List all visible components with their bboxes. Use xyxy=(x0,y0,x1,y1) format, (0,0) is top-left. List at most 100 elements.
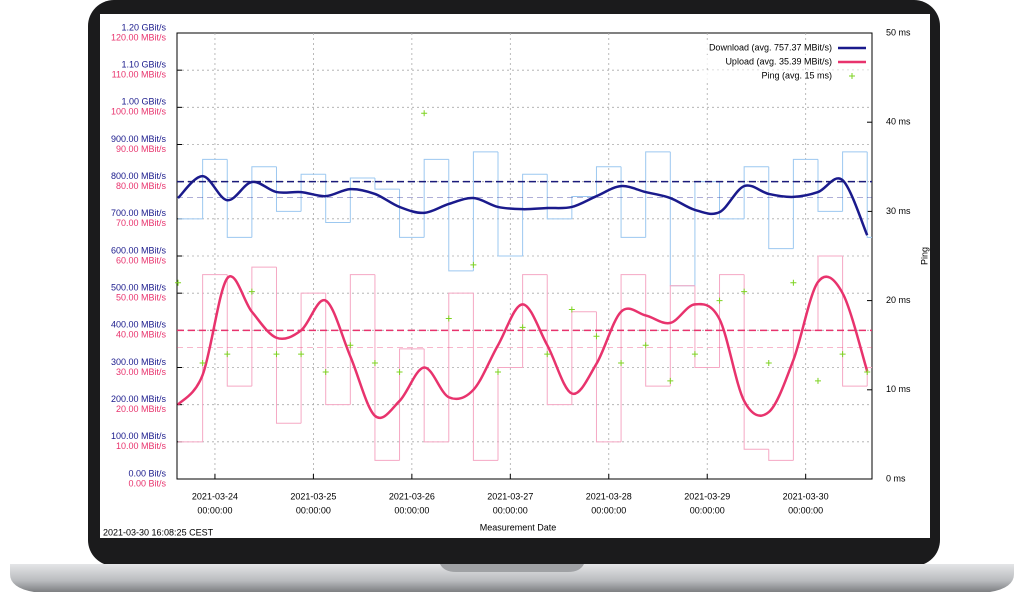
ping-point xyxy=(445,315,452,322)
raw-step xyxy=(792,158,818,249)
raw-step xyxy=(571,196,597,219)
raw-step xyxy=(546,274,572,406)
y3-tick-label: 40.00 MBit/s xyxy=(116,330,167,340)
x-tick-label: 2021-03-28 xyxy=(586,491,632,501)
y-tick-label: 1.20 GBit/s xyxy=(121,22,166,32)
raw-step xyxy=(645,151,671,238)
ping-point xyxy=(175,279,182,286)
ping-point xyxy=(642,342,649,349)
y2-tick-label: 0 ms xyxy=(886,473,906,483)
legend-label: Download (avg. 757.37 MBit/s) xyxy=(709,42,832,52)
ping-point xyxy=(618,360,625,367)
raw-step xyxy=(866,151,872,238)
laptop-base xyxy=(10,564,1014,592)
y3-tick-label: 110.00 MBit/s xyxy=(112,70,167,80)
y2-tick-label: 20 ms xyxy=(886,295,911,305)
raw-step xyxy=(743,274,769,450)
smoothed-line xyxy=(177,275,869,420)
y3-tick-label: 60.00 MBit/s xyxy=(116,255,167,265)
ping-point xyxy=(741,288,748,295)
raw-step xyxy=(226,274,252,387)
raw-step xyxy=(842,256,868,387)
ping-point xyxy=(519,324,526,331)
ping-point xyxy=(298,351,305,358)
y2-tick-label: 50 ms xyxy=(886,27,911,37)
legend-swatch xyxy=(849,73,855,79)
ping-point xyxy=(273,351,280,358)
x-tick-label: 2021-03-25 xyxy=(290,491,336,501)
raw-step xyxy=(349,177,375,223)
raw-step xyxy=(448,159,474,272)
ping-point xyxy=(691,351,698,358)
raw-step xyxy=(300,173,326,212)
raw-step xyxy=(595,311,622,443)
y-tick-label: 100.00 MBit/s xyxy=(111,431,167,441)
x-tick-label: 00:00:00 xyxy=(788,505,823,515)
y-tick-label: 1.10 GBit/s xyxy=(121,60,166,70)
x-tick-label: 00:00:00 xyxy=(296,505,331,515)
y-tick-label: 400.00 MBit/s xyxy=(111,320,167,330)
legend-bg xyxy=(700,56,870,68)
ping-point xyxy=(716,297,723,304)
raw-step xyxy=(522,173,548,256)
footer-timestamp: 2021-03-30 16:08:25 CEST xyxy=(103,527,214,537)
ping-point xyxy=(544,351,551,358)
raw-step xyxy=(399,189,425,238)
ping-point xyxy=(839,351,846,358)
x-tick-label: 2021-03-30 xyxy=(783,491,829,501)
legend-label: Upload (avg. 35.39 MBit/s) xyxy=(725,56,832,66)
raw-step xyxy=(719,274,745,368)
raw-step xyxy=(349,274,375,405)
raw-step xyxy=(522,274,548,368)
ping-point xyxy=(396,368,403,375)
raw-step xyxy=(645,274,671,387)
raw-step xyxy=(300,292,326,424)
raw-step xyxy=(719,181,745,220)
ping-point xyxy=(224,351,231,358)
y3-tick-label: 100.00 MBit/s xyxy=(111,107,167,117)
raw-step xyxy=(595,166,622,197)
x-tick-label: 2021-03-29 xyxy=(684,491,730,501)
raw-step xyxy=(251,266,277,387)
raw-step xyxy=(423,158,449,238)
y3-tick-label: 50.00 MBit/s xyxy=(116,293,167,303)
ping-point xyxy=(765,360,772,367)
raw-step xyxy=(399,348,425,461)
y3-tick-label: 120.00 MBit/s xyxy=(111,32,167,42)
x-tick-label: 2021-03-27 xyxy=(487,491,533,501)
x-tick-label: 2021-03-26 xyxy=(389,491,435,501)
ping-point xyxy=(248,288,255,295)
raw-step xyxy=(768,449,794,461)
raw-step xyxy=(251,166,277,238)
x-tick-label: 00:00:00 xyxy=(394,505,429,515)
raw-step xyxy=(202,158,228,219)
smoothed-line xyxy=(177,174,869,236)
y-tick-label: 0.00 Bit/s xyxy=(128,468,166,478)
y3-tick-label: 0.00 Bit/s xyxy=(128,478,166,488)
x-tick-label: 2021-03-24 xyxy=(192,491,238,501)
y2-tick-label: 30 ms xyxy=(886,206,911,216)
ping-point xyxy=(371,360,378,367)
y-tick-label: 300.00 MBit/s xyxy=(111,357,167,367)
screen xyxy=(100,14,930,538)
raw-step xyxy=(546,174,572,220)
ping-point xyxy=(421,110,428,117)
raw-step xyxy=(472,293,499,461)
raw-step xyxy=(842,151,868,212)
raw-step xyxy=(325,174,351,224)
y3-tick-label: 10.00 MBit/s xyxy=(116,441,167,451)
raw-step xyxy=(497,367,523,461)
raw-step xyxy=(202,274,228,442)
raw-step xyxy=(374,274,400,461)
ping-point xyxy=(495,368,502,375)
raw-step xyxy=(226,159,252,238)
raw-step xyxy=(694,285,720,368)
raw-step xyxy=(620,274,646,442)
x-tick-label: 00:00:00 xyxy=(591,505,626,515)
x-tick-label: 00:00:00 xyxy=(197,505,232,515)
ping-point xyxy=(470,261,477,268)
ping-point xyxy=(199,360,206,367)
raw-step xyxy=(374,177,400,190)
ping-point xyxy=(347,342,354,349)
raw-step xyxy=(275,267,302,424)
